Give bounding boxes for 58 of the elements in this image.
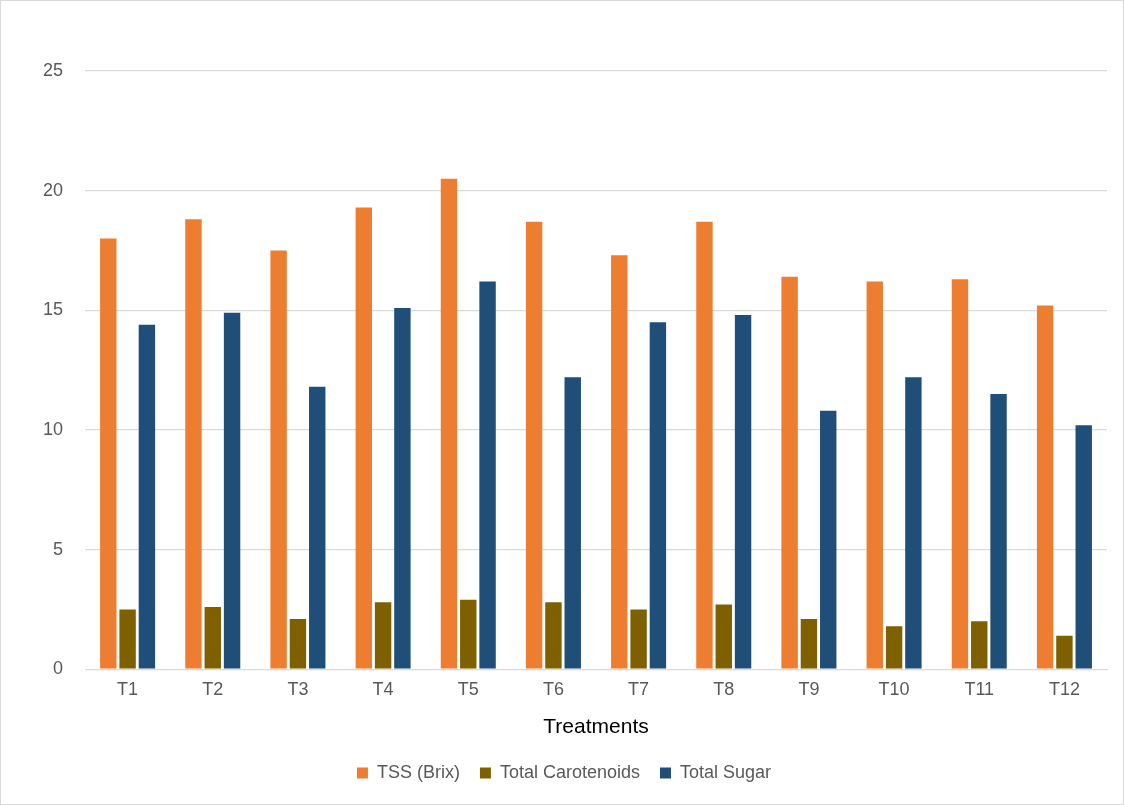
bar	[781, 276, 798, 669]
bar	[715, 604, 732, 669]
bar	[479, 281, 496, 669]
bar	[1036, 305, 1054, 669]
bar	[905, 377, 922, 669]
bar	[820, 410, 837, 669]
x-tick-label: T6	[542, 678, 564, 699]
x-tick-label: T9	[798, 678, 820, 699]
bar	[734, 315, 752, 669]
bar	[119, 609, 136, 669]
bar	[355, 207, 372, 669]
x-tick-label: T3	[287, 678, 309, 699]
x-tick-label: T8	[713, 678, 735, 699]
bar	[1075, 425, 1092, 669]
x-tick-label: T4	[372, 678, 394, 699]
bar	[630, 609, 647, 669]
bar	[564, 377, 581, 669]
bar	[223, 312, 241, 669]
bar	[990, 394, 1007, 669]
bar	[525, 221, 543, 669]
bar	[394, 307, 411, 669]
bar	[185, 219, 202, 669]
bar	[885, 626, 903, 669]
bar	[696, 221, 713, 669]
bar	[289, 618, 307, 669]
bar	[866, 281, 883, 669]
x-tick-label: T10	[878, 678, 910, 699]
bar	[649, 322, 667, 669]
bar	[1056, 635, 1073, 669]
bar	[800, 618, 818, 669]
x-tick-label: T7	[628, 678, 650, 699]
legend-label: TSS (Brix)	[376, 761, 460, 782]
bar	[138, 324, 156, 669]
y-tick-label: 20	[42, 179, 64, 200]
y-tick-label: 0	[53, 658, 64, 679]
x-tick-label: T12	[1048, 678, 1080, 699]
y-tick-label: 5	[53, 538, 64, 559]
bar	[545, 602, 562, 669]
bar	[951, 279, 969, 669]
bar	[611, 255, 628, 669]
bar	[440, 178, 458, 669]
bar	[460, 599, 477, 669]
bar	[100, 238, 117, 669]
x-tick-label: T2	[202, 678, 224, 699]
bar	[204, 606, 221, 669]
y-tick-label: 10	[42, 418, 64, 439]
legend-label: Total Carotenoids	[499, 761, 641, 782]
bar	[971, 621, 988, 669]
bar	[309, 386, 326, 669]
y-tick-label: 15	[42, 299, 64, 320]
x-axis-title: Treatments	[543, 714, 649, 738]
bar	[270, 250, 287, 669]
bar	[374, 602, 392, 669]
x-tick-label: T5	[457, 678, 479, 699]
legend-label: Total Sugar	[680, 761, 772, 782]
x-tick-label: T1	[117, 678, 139, 699]
x-tick-label: T11	[964, 678, 995, 699]
y-tick-label: 25	[42, 59, 64, 80]
